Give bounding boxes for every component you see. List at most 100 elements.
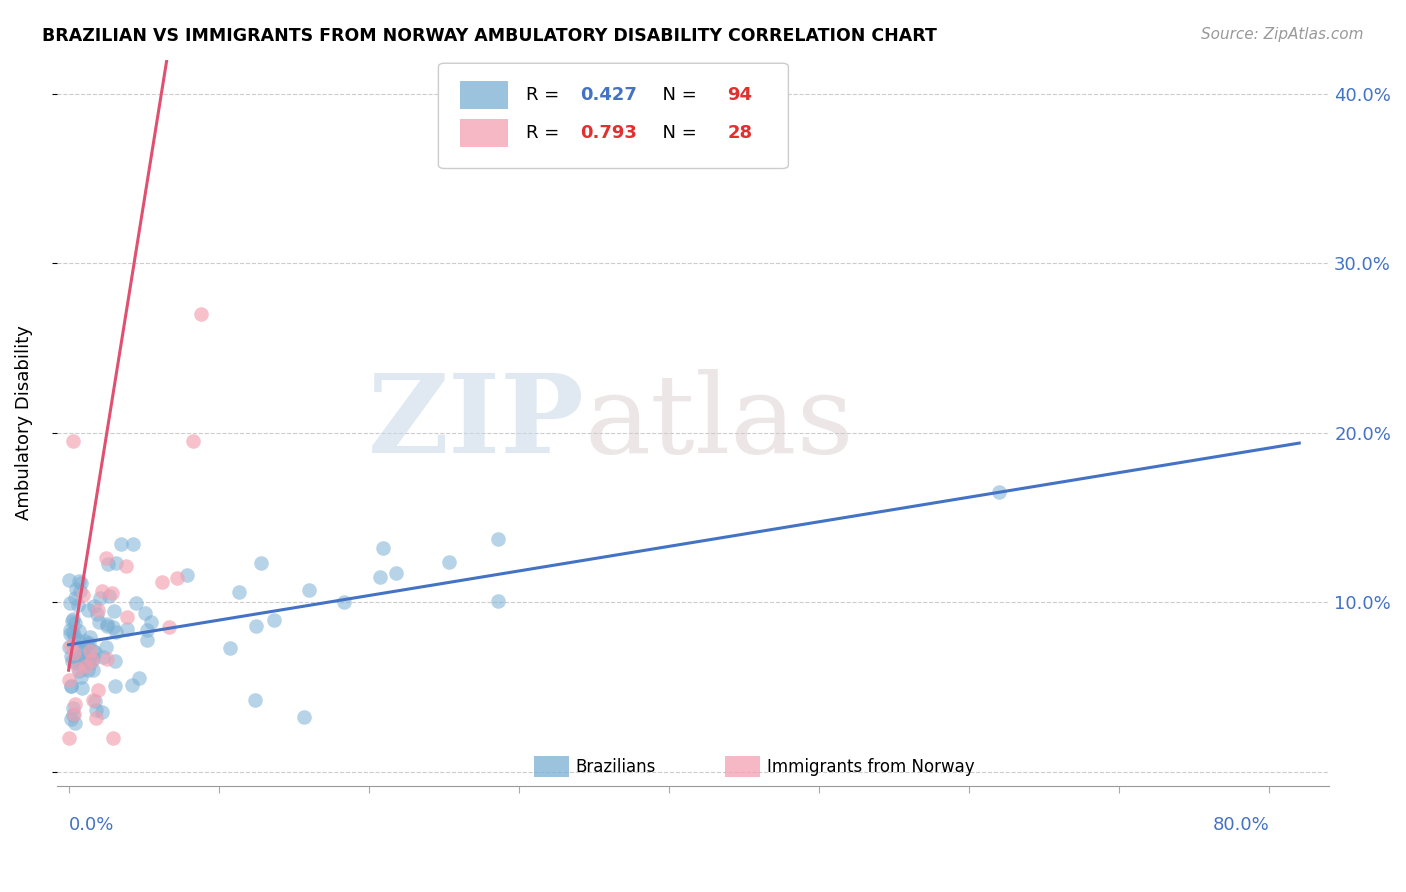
Point	[77, 663, 100, 677]
Point	[62, 625, 84, 640]
Point	[63, 639, 86, 653]
Point	[128, 671, 150, 685]
Point	[292, 710, 315, 724]
Point	[157, 620, 180, 634]
Text: Brazilians: Brazilians	[576, 757, 657, 776]
Point	[87, 683, 110, 698]
Point	[298, 582, 321, 597]
Point	[101, 731, 124, 745]
Point	[94, 640, 117, 654]
Point	[228, 585, 250, 599]
Y-axis label: Ambulatory Disability: Ambulatory Disability	[15, 325, 32, 520]
Point	[84, 702, 107, 716]
Point	[245, 619, 267, 633]
Point	[134, 606, 156, 620]
Point	[263, 613, 285, 627]
Point	[371, 541, 394, 555]
Point	[75, 658, 97, 673]
Bar	[534, 756, 569, 777]
Point	[63, 707, 86, 722]
Point	[83, 644, 105, 658]
Point	[63, 615, 86, 630]
Point	[62, 701, 84, 715]
Point	[82, 693, 104, 707]
Text: Immigrants from Norway: Immigrants from Norway	[766, 757, 974, 776]
Point	[58, 673, 80, 687]
Point	[60, 639, 83, 653]
Point	[62, 434, 84, 449]
Bar	[724, 756, 761, 777]
Text: R =: R =	[526, 87, 565, 104]
Point	[166, 571, 188, 585]
Point	[75, 634, 97, 648]
Point	[84, 710, 107, 724]
Point	[60, 712, 83, 726]
Point	[96, 616, 118, 631]
Point	[79, 656, 101, 670]
Point	[250, 556, 273, 570]
Point	[385, 566, 408, 580]
Point	[67, 664, 90, 678]
Text: 0.0%: 0.0%	[69, 816, 114, 834]
Point	[82, 663, 104, 677]
Point	[77, 603, 100, 617]
Point	[110, 537, 132, 551]
Point	[65, 582, 87, 597]
Point	[66, 661, 89, 675]
Point	[60, 654, 83, 668]
Text: 0.793: 0.793	[579, 124, 637, 142]
Point	[87, 603, 110, 617]
Point	[67, 649, 90, 664]
Point	[83, 599, 105, 614]
Point	[86, 607, 108, 621]
Point	[87, 615, 110, 630]
Point	[333, 595, 356, 609]
Point	[176, 568, 198, 582]
Point	[104, 680, 127, 694]
Point	[368, 569, 391, 583]
Point	[72, 588, 94, 602]
Point	[59, 597, 82, 611]
Text: atlas: atlas	[585, 369, 855, 476]
Point	[70, 644, 93, 658]
Text: ZIP: ZIP	[368, 369, 585, 476]
Point	[79, 643, 101, 657]
Point	[96, 652, 118, 666]
Point	[486, 533, 509, 547]
Point	[101, 619, 124, 633]
Point	[94, 550, 117, 565]
FancyBboxPatch shape	[439, 63, 789, 169]
Point	[70, 670, 93, 684]
Point	[67, 650, 90, 665]
Bar	[460, 81, 509, 109]
Point	[121, 678, 143, 692]
Point	[97, 557, 120, 571]
Text: Source: ZipAtlas.com: Source: ZipAtlas.com	[1201, 27, 1364, 42]
Point	[104, 654, 127, 668]
Point	[65, 656, 87, 670]
Text: 28: 28	[727, 124, 752, 142]
Point	[84, 694, 107, 708]
Point	[69, 575, 91, 590]
Point	[91, 705, 114, 719]
Point	[63, 697, 86, 711]
Text: BRAZILIAN VS IMMIGRANTS FROM NORWAY AMBULATORY DISABILITY CORRELATION CHART: BRAZILIAN VS IMMIGRANTS FROM NORWAY AMBU…	[42, 27, 936, 45]
Point	[62, 612, 84, 626]
Point	[115, 622, 138, 636]
Point	[141, 615, 163, 629]
Point	[97, 589, 120, 603]
Point	[70, 681, 93, 696]
Point	[80, 653, 103, 667]
Text: 0.427: 0.427	[579, 87, 637, 104]
Point	[89, 591, 111, 606]
Point	[65, 716, 87, 731]
Point	[135, 633, 157, 648]
Point	[122, 537, 145, 551]
Point	[60, 615, 83, 629]
Point	[73, 650, 96, 665]
Point	[67, 574, 90, 589]
Point	[77, 652, 100, 666]
Point	[101, 586, 124, 600]
Point	[190, 307, 212, 321]
Point	[115, 610, 138, 624]
